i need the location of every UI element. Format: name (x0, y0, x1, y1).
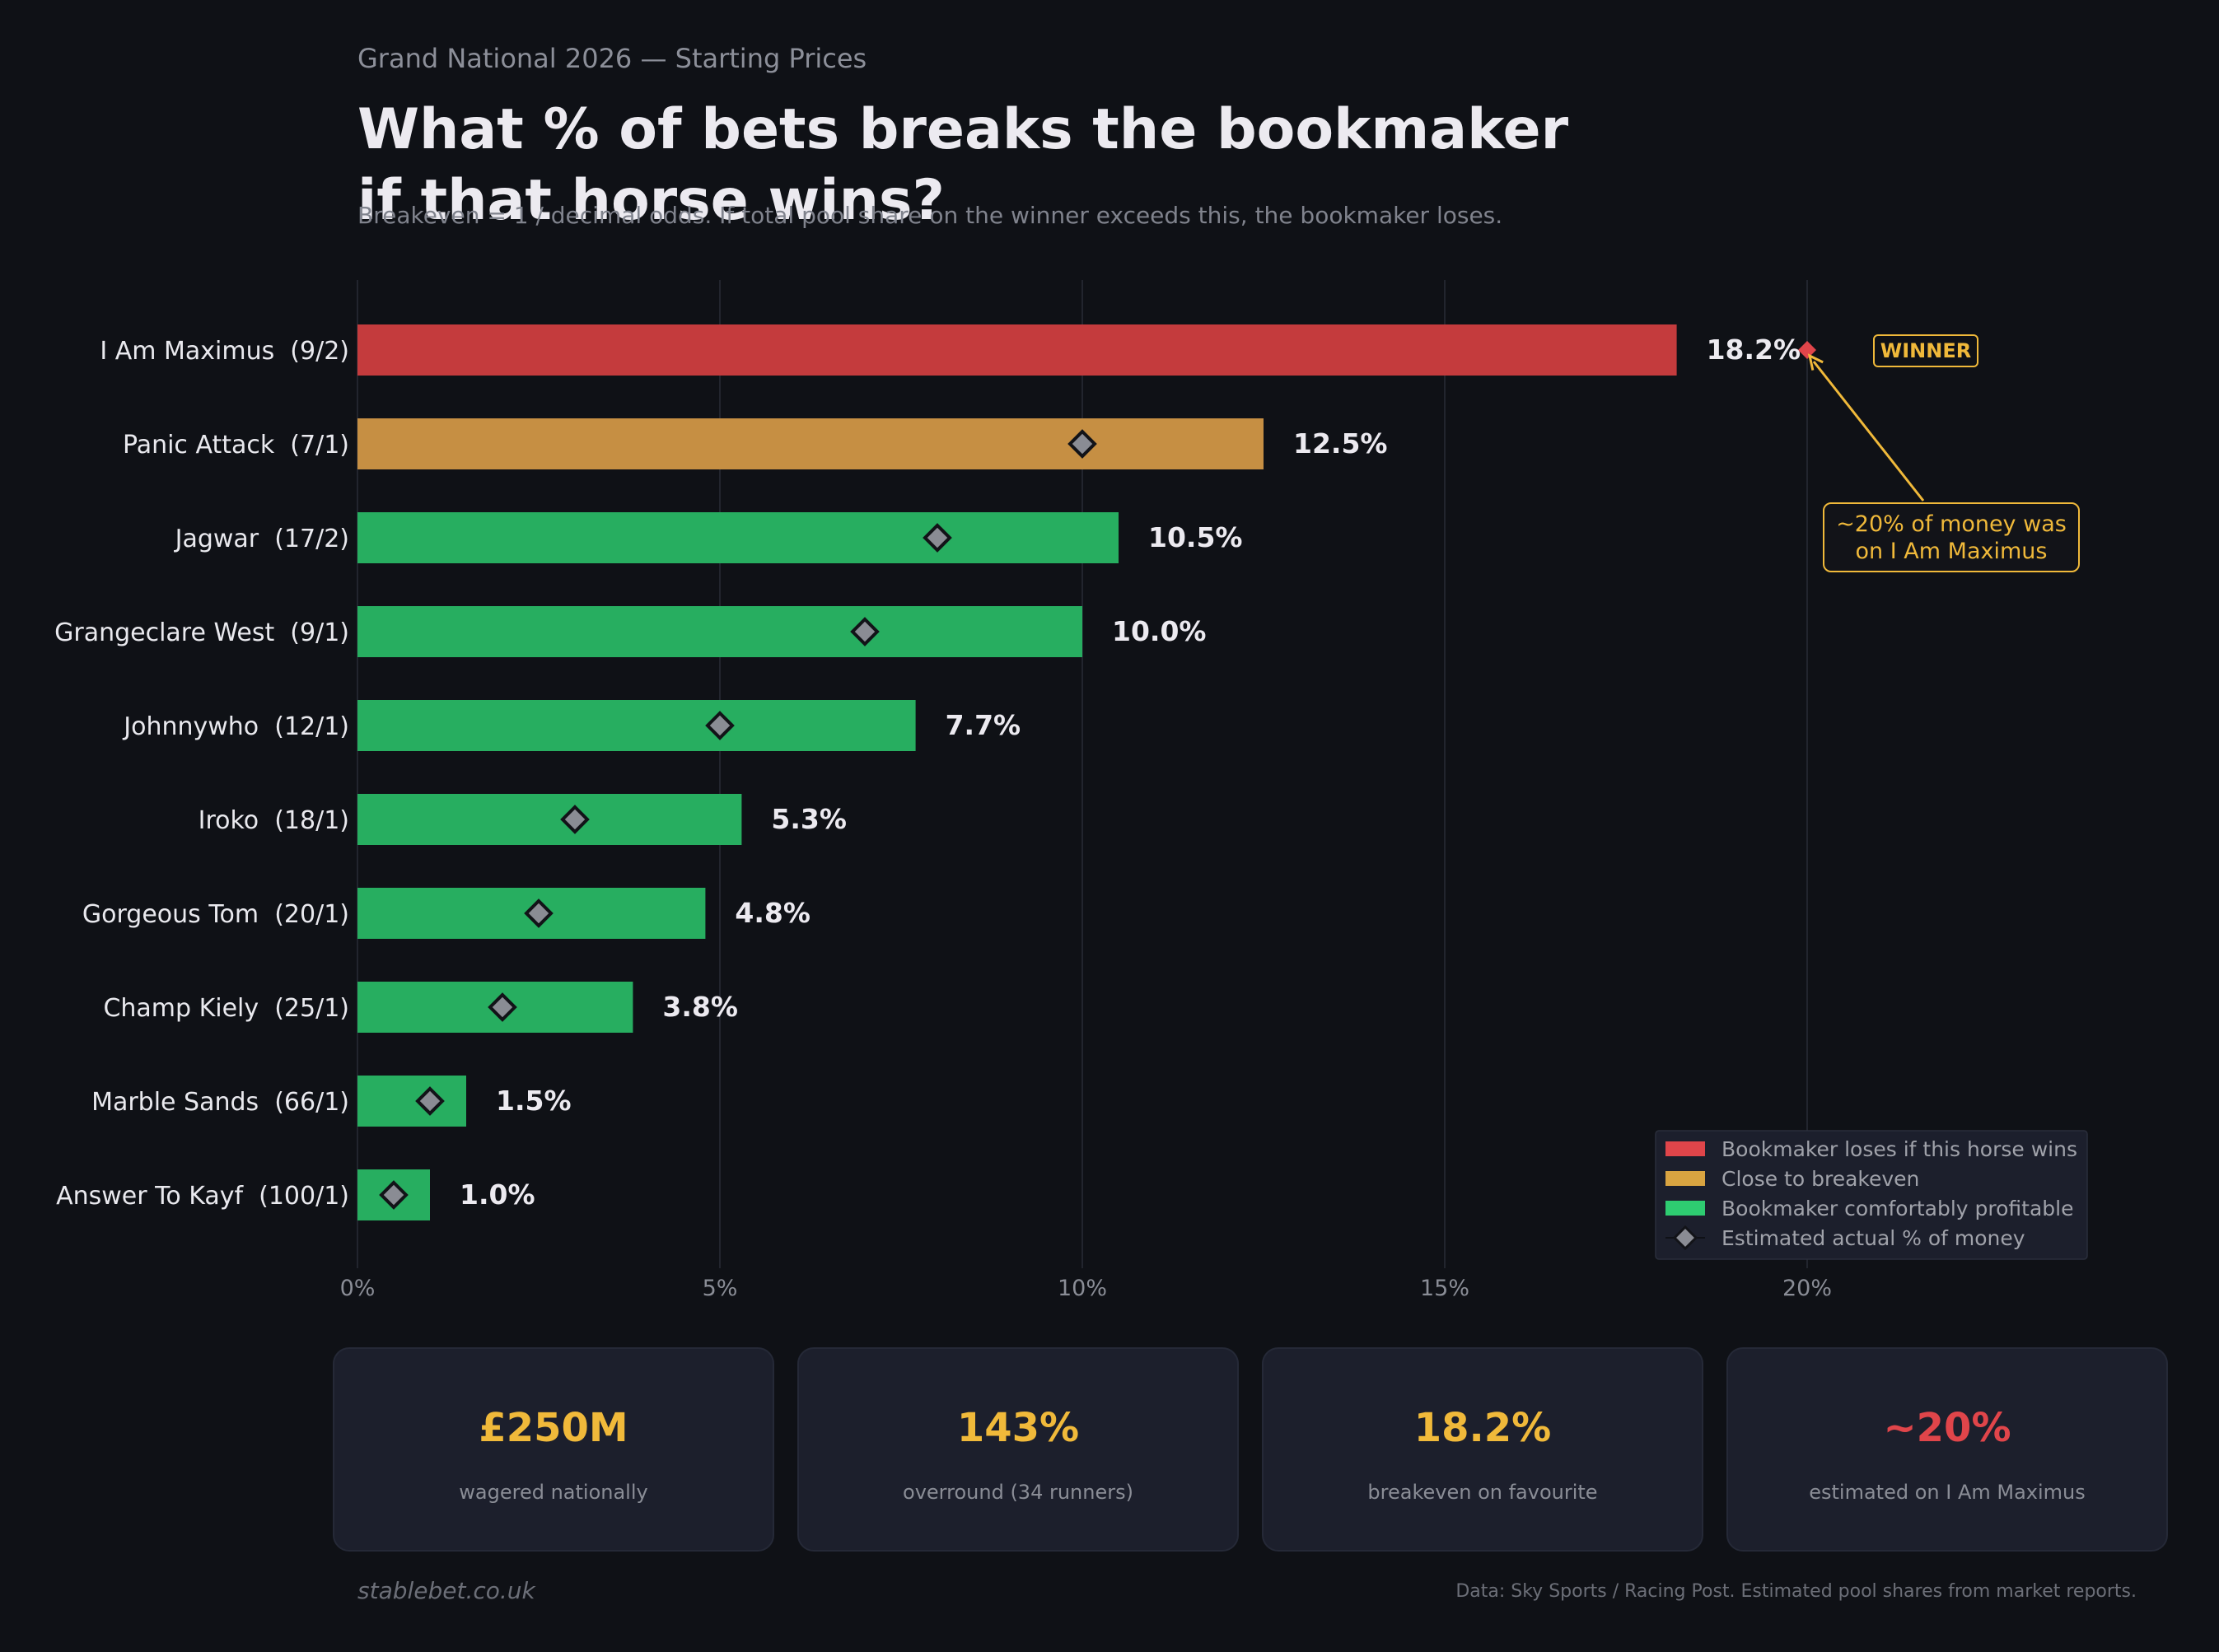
category-label: Answer To Kayf (100/1) (56, 1182, 349, 1211)
labels: 0% 5% 10% 15% 20% I Am Maximus (9/2) 18.2% Pani… (54, 334, 1832, 1301)
bar-chart: 0% 5% 10% 15% 20% I Am Maximus (9/2) 18.2% Pani… (54, 280, 2088, 1301)
chart-subtitle: Breakeven = 1 / decimal odds. If total p… (357, 202, 1503, 229)
stat-value: ~20% (1883, 1405, 2011, 1451)
value-label: 10.0% (1112, 615, 1207, 647)
annotation-text-line-1: ~20% of money was (1836, 511, 2067, 537)
bar[interactable] (357, 324, 1677, 376)
value-label: 4.8% (735, 897, 811, 929)
stat-card-overround: 143% overround (34 runners) (797, 1347, 1239, 1552)
chart-title: What % of bets breaks the bookmaker if t… (357, 95, 1675, 236)
category-label: Marble Sands (66/1) (91, 1088, 349, 1117)
legend-frame (1655, 1130, 2088, 1260)
category-label: Champ Kiely (25/1) (103, 994, 349, 1023)
bar[interactable] (357, 606, 1082, 657)
value-label: 12.5% (1293, 427, 1388, 460)
estimated-marker (488, 992, 517, 1022)
data-source-note: Data: Sky Sports / Racing Post. Estimate… (1455, 1581, 2137, 1602)
stat-card-wagered: £250M wagered nationally (333, 1347, 774, 1552)
value-label: 1.0% (460, 1178, 535, 1211)
estimated-marker (415, 1086, 445, 1116)
estimated-marker (850, 617, 880, 646)
x-tick-label: 0% (340, 1276, 376, 1301)
estimated-marker (923, 523, 952, 553)
winner-badge: WINNER (1880, 339, 1971, 362)
stat-value: £250M (479, 1405, 628, 1451)
value-label: 10.5% (1148, 521, 1243, 553)
site-credit[interactable]: stablebet.co.uk (357, 1577, 535, 1604)
category-label: Johnnywho (12/1) (122, 712, 349, 741)
annotation-arrow (1812, 361, 1925, 502)
legend-entry[interactable]: Close to breakeven (1721, 1167, 1919, 1191)
category-label: Jagwar (17/2) (174, 525, 349, 553)
stat-label: overround (34 runners) (903, 1481, 1133, 1504)
estimated-marker (524, 898, 554, 928)
winner-marker (1798, 341, 1816, 359)
estimated-marker (1067, 429, 1097, 459)
winner-badge-frame (1873, 334, 1978, 367)
category-label: Grangeclare West (9/1) (54, 618, 349, 647)
legend-entry[interactable]: Bookmaker loses if this horse wins (1721, 1137, 2077, 1161)
legend-swatch (1665, 1171, 1705, 1186)
legend: Bookmaker loses if this horse wins Close … (1655, 1130, 2088, 1260)
category-label: Iroko (18/1) (199, 806, 349, 835)
bar[interactable] (357, 794, 742, 845)
bar[interactable] (357, 1076, 466, 1127)
annotation-arrowhead (1807, 353, 1824, 371)
category-label: Panic Attack (7/1) (123, 431, 349, 460)
x-tick-label: 10% (1058, 1276, 1107, 1301)
bar[interactable] (357, 512, 1119, 563)
category-label: I Am Maximus (9/2) (100, 337, 349, 366)
category-label: Gorgeous Tom (20/1) (82, 900, 349, 929)
legend-swatch (1665, 1141, 1705, 1156)
estimated-markers (379, 341, 1816, 1210)
chart-supertitle: Grand National 2026 — Starting Prices (357, 43, 867, 74)
legend-entry[interactable]: Bookmaker comfortably profitable (1721, 1197, 2074, 1220)
annotation-text-line-2: on I Am Maximus (1856, 539, 2048, 564)
value-label: 5.3% (771, 803, 847, 835)
stat-label: wagered nationally (459, 1481, 648, 1504)
x-tick-label: 20% (1782, 1276, 1832, 1301)
stat-label: estimated on I Am Maximus (1809, 1481, 2086, 1504)
estimated-marker (705, 711, 735, 740)
estimated-marker (379, 1180, 409, 1210)
stat-card-breakeven: 18.2% breakeven on favourite (1262, 1347, 1703, 1552)
legend-entry[interactable]: Estimated actual % of money (1721, 1226, 2025, 1250)
x-tick-label: 15% (1420, 1276, 1469, 1301)
chart-title-line-2: if that horse wins? (357, 168, 945, 233)
chart-title-line-1: What % of bets breaks the bookmaker (357, 97, 1569, 162)
bar[interactable] (357, 418, 1264, 469)
value-label: 1.5% (496, 1085, 572, 1117)
bars (357, 324, 1677, 1220)
stat-label: breakeven on favourite (1367, 1481, 1598, 1504)
value-label: 18.2% (1707, 334, 1801, 366)
annotation-box (1823, 502, 2080, 572)
value-label: 7.7% (946, 709, 1021, 741)
value-label: 3.8% (662, 991, 738, 1023)
x-tick-label: 5% (703, 1276, 738, 1301)
stat-card-estimated: ~20% estimated on I Am Maximus (1726, 1347, 2168, 1552)
legend-swatch (1665, 1201, 1705, 1216)
legend-marker (1672, 1225, 1698, 1251)
estimated-marker (560, 805, 590, 834)
bar[interactable] (357, 700, 916, 751)
stat-value: 18.2% (1413, 1405, 1552, 1451)
stat-value: 143% (956, 1405, 1080, 1451)
